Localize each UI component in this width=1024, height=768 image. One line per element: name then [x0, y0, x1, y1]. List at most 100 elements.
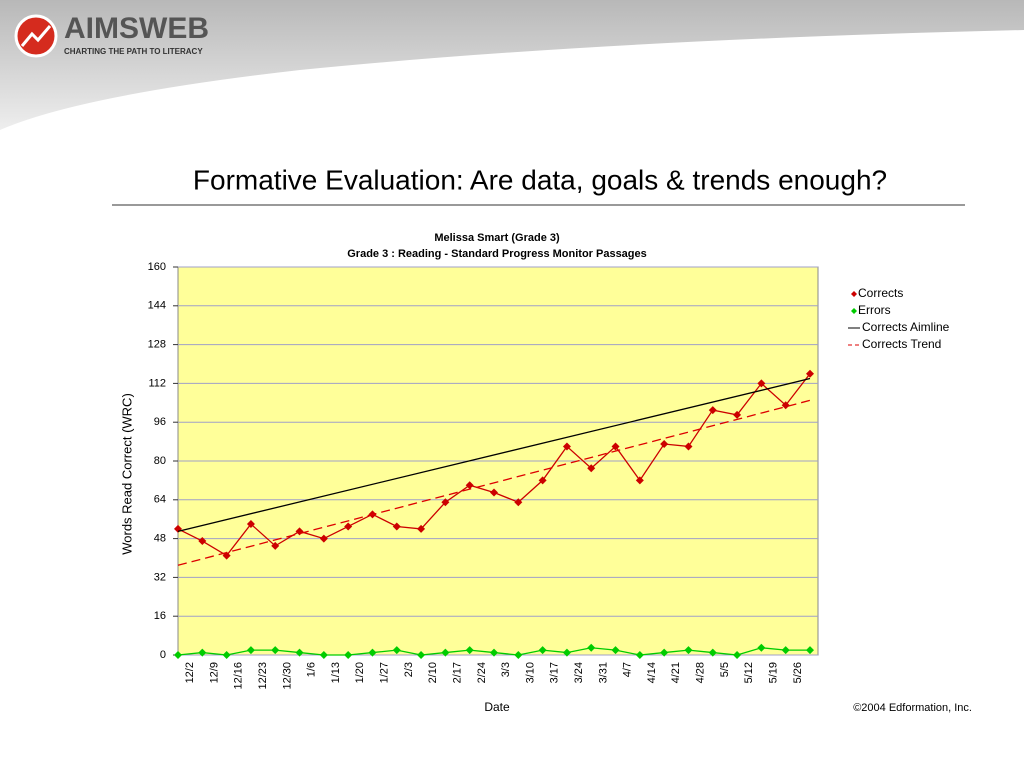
point	[514, 498, 523, 507]
point	[295, 648, 304, 657]
series-line	[177, 377, 811, 532]
point	[441, 648, 450, 657]
x-tick-label: 3/3	[500, 662, 512, 677]
point	[587, 464, 596, 473]
slide-title: Formative Evaluation: Are data, goals & …	[193, 164, 887, 195]
y-tick-label: 64	[154, 494, 166, 506]
point	[806, 369, 814, 378]
point	[319, 651, 328, 659]
point	[635, 651, 644, 659]
point	[562, 442, 571, 451]
point	[781, 646, 790, 655]
x-tick-label: 12/16	[233, 662, 245, 690]
x-tick-label: 4/14	[646, 662, 658, 683]
chart-subtitle: Grade 3 : Reading - Standard Progress Mo…	[347, 248, 647, 260]
logo-mark	[20, 25, 52, 47]
legend-label: Errors	[858, 303, 891, 317]
point	[757, 379, 766, 388]
point	[781, 401, 790, 410]
point	[635, 476, 644, 485]
point	[392, 646, 401, 655]
point	[490, 488, 498, 497]
x-tick-label: 2/10	[427, 662, 439, 683]
point	[733, 651, 742, 659]
point	[611, 442, 620, 451]
series-line	[177, 399, 811, 566]
point	[587, 643, 596, 652]
x-tick-label: 12/30	[281, 662, 293, 690]
point	[271, 646, 280, 655]
y-tick-label: 80	[154, 455, 166, 467]
point	[806, 646, 814, 655]
x-tick-label: 1/6	[306, 662, 318, 677]
x-tick-label: 5/12	[743, 662, 755, 683]
point	[198, 537, 207, 546]
tagline: CHARTING THE PATH TO LITERACY	[64, 47, 203, 56]
chart-title: Melissa Smart (Grade 3)	[434, 232, 560, 244]
legend-label: Corrects	[858, 286, 903, 300]
point	[392, 522, 401, 531]
x-tick-label: 2/3	[403, 662, 415, 677]
point	[222, 651, 231, 659]
logo: AIMSWEB	[64, 12, 209, 45]
y-tick-label: 96	[154, 416, 166, 428]
point	[417, 524, 426, 533]
point	[246, 646, 255, 655]
y-tick-label: 48	[154, 533, 166, 545]
x-tick-label: 12/23	[257, 662, 269, 690]
y-axis-label: Words Read Correct (WRC)	[119, 393, 134, 555]
x-tick-label: 4/7	[622, 662, 634, 677]
point	[538, 476, 547, 485]
point	[465, 481, 474, 490]
legend-marker	[851, 308, 857, 314]
y-tick-label: 0	[160, 649, 166, 661]
x-tick-label: 2/24	[476, 662, 488, 683]
point	[490, 648, 498, 657]
point	[733, 410, 742, 419]
x-tick-label: 4/28	[695, 662, 707, 683]
x-tick-label: 3/17	[549, 662, 561, 683]
y-tick-label: 16	[154, 610, 166, 622]
x-tick-label: 5/19	[767, 662, 779, 683]
point	[538, 646, 547, 655]
copyright: ©2004 Edformation, Inc.	[853, 702, 972, 714]
point	[441, 498, 450, 507]
x-tick-label: 3/10	[524, 662, 536, 683]
x-tick-label: 4/21	[670, 662, 682, 683]
point	[660, 440, 669, 449]
x-tick-label: 2/17	[451, 662, 463, 683]
x-tick-label: 1/20	[354, 662, 366, 683]
legend-label: Corrects Trend	[862, 337, 941, 351]
legend-marker	[851, 291, 857, 297]
point	[562, 648, 571, 657]
point	[684, 646, 693, 655]
point	[660, 648, 669, 657]
y-tick-label: 112	[148, 377, 166, 389]
point	[368, 648, 377, 657]
point	[344, 522, 353, 531]
point	[344, 651, 353, 659]
x-axis-label: Date	[484, 700, 510, 714]
x-tick-label: 5/26	[792, 662, 804, 683]
point	[174, 651, 182, 659]
x-tick-label: 5/5	[719, 662, 731, 677]
header-band	[0, 0, 1024, 130]
point	[757, 643, 766, 652]
point	[271, 541, 280, 550]
x-tick-label: 1/13	[330, 662, 342, 683]
point	[708, 406, 717, 415]
y-tick-label: 128	[148, 339, 166, 351]
y-tick-label: 32	[154, 571, 166, 583]
point	[319, 534, 328, 543]
point	[465, 646, 474, 655]
point	[246, 520, 255, 529]
x-tick-label: 12/2	[184, 662, 196, 683]
x-tick-label: 3/24	[573, 662, 585, 683]
x-tick-label: 3/31	[597, 662, 609, 683]
point	[611, 646, 620, 655]
point	[417, 651, 426, 659]
legend-label: Corrects Aimline	[862, 320, 950, 334]
x-tick-label: 12/9	[208, 662, 220, 683]
